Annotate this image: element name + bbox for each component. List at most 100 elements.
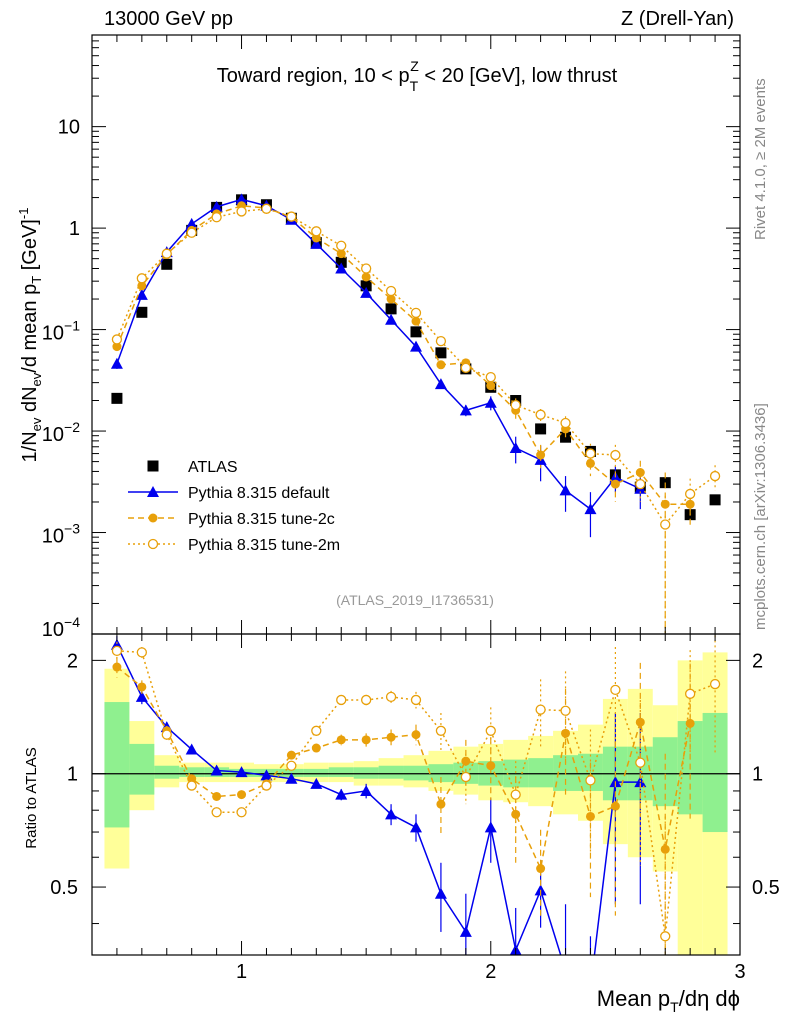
ratio-point: [112, 662, 122, 672]
ratio-point: [161, 729, 172, 740]
ratio-point: [311, 743, 321, 753]
ratio-point: [360, 784, 373, 796]
data-point: [111, 334, 123, 345]
ratio-point: [111, 645, 123, 656]
data-point: [385, 313, 398, 325]
data-point: [161, 258, 173, 270]
ratio-point: [235, 766, 248, 778]
ratio-point: [436, 799, 446, 809]
ratio-series-3: [111, 635, 721, 955]
ratio-point: [461, 756, 471, 766]
ratio-point: [685, 718, 695, 728]
legend-label: Pythia 8.315 tune-2m: [188, 537, 340, 554]
ratio-point: [411, 730, 421, 740]
x-tick-label: 1: [236, 961, 247, 983]
ratio-point: [560, 965, 572, 976]
ratio-line: [116, 666, 691, 871]
ratio-point: [485, 725, 496, 736]
green-band-bin: [702, 712, 728, 833]
data-point: [709, 494, 721, 506]
y-tick-label: 10−4: [42, 614, 80, 641]
y-tick-label: 1: [69, 218, 80, 240]
ratio-point: [137, 682, 147, 692]
data-point: [709, 470, 721, 482]
data-point: [261, 203, 272, 214]
data-point: [484, 396, 497, 408]
ratio-point: [361, 694, 372, 706]
legend-entry: Pythia 8.315 default: [128, 485, 330, 502]
data-point: [434, 378, 447, 390]
data-point: [336, 240, 347, 251]
ratio-point: [237, 790, 247, 800]
data-point: [610, 449, 621, 461]
data-point: [361, 272, 371, 282]
data-point: [360, 280, 372, 292]
ratio-point: [336, 694, 347, 706]
legend-marker: [147, 538, 159, 550]
ratio-point: [386, 732, 396, 742]
y-tick-label: 10−1: [42, 318, 80, 345]
ratio-point: [610, 801, 620, 811]
data-point: [110, 357, 123, 369]
ratio-point: [486, 761, 496, 771]
axes: 1 2 3 10−4 10−3 10−2 10−1 1 10 0.5 0.5 1 1 2 2: [42, 34, 780, 983]
ratio-point: [635, 757, 646, 768]
green-band-bin: [403, 765, 429, 781]
data-point: [536, 450, 546, 460]
data-point: [584, 503, 597, 515]
legend-marker: [148, 513, 158, 523]
data-point: [335, 256, 347, 268]
data-point: [335, 262, 348, 274]
analysis-id: (ATLAS_2019_I1736531): [336, 592, 494, 608]
green-band-bin: [378, 765, 404, 779]
data-point: [435, 347, 447, 359]
ratio-point: [385, 691, 397, 703]
ratio-point: [135, 690, 148, 702]
data-point: [486, 381, 496, 391]
ratio-point: [511, 809, 521, 819]
ratio-point: [635, 717, 645, 727]
ratio-point: [560, 705, 571, 716]
green-band-bin: [353, 767, 379, 779]
chart-title-sub: T: [410, 78, 419, 94]
data-point: [311, 226, 322, 237]
ratio-point: [212, 791, 222, 801]
data-point: [385, 285, 397, 297]
legend-label: Pythia 8.315 tune-2c: [188, 511, 335, 528]
data-point: [610, 479, 620, 489]
ratio-point: [460, 771, 471, 783]
ratio-point: [536, 864, 546, 874]
green-band-bin: [179, 767, 205, 778]
ratio-point: [187, 774, 197, 784]
ratio-point: [660, 844, 670, 854]
ratio-series-2: [112, 657, 695, 955]
chart-title-sup: Z: [410, 58, 419, 74]
data-point: [410, 307, 422, 319]
ratio-tick-label-right: 1: [752, 764, 763, 786]
ratio-point: [310, 777, 323, 789]
data-point: [112, 342, 122, 352]
data-point: [410, 340, 422, 352]
data-point: [559, 484, 572, 496]
data-point: [510, 400, 521, 411]
green-band-bin: [154, 765, 180, 779]
ratio-point: [584, 982, 596, 993]
data-point: [460, 362, 471, 373]
data-point: [685, 488, 696, 500]
data-point: [459, 404, 472, 416]
ratio-point: [535, 704, 546, 715]
data-point: [135, 288, 148, 300]
ratio-tick-label-right: 2: [752, 650, 763, 672]
ratio-point: [286, 750, 296, 760]
series-2: [112, 201, 695, 634]
ratio-point: [185, 743, 198, 755]
data-point: [535, 409, 546, 420]
data-point: [411, 316, 421, 326]
chart-title: Toward region, 10 < pTZ < 20 [GeV], low …: [217, 58, 618, 94]
main-series: [110, 193, 721, 634]
ratio-point: [434, 887, 447, 899]
ratio-point: [660, 931, 671, 942]
data-point: [210, 200, 223, 212]
ratio-series: [110, 635, 721, 993]
ratio-point: [335, 788, 348, 800]
